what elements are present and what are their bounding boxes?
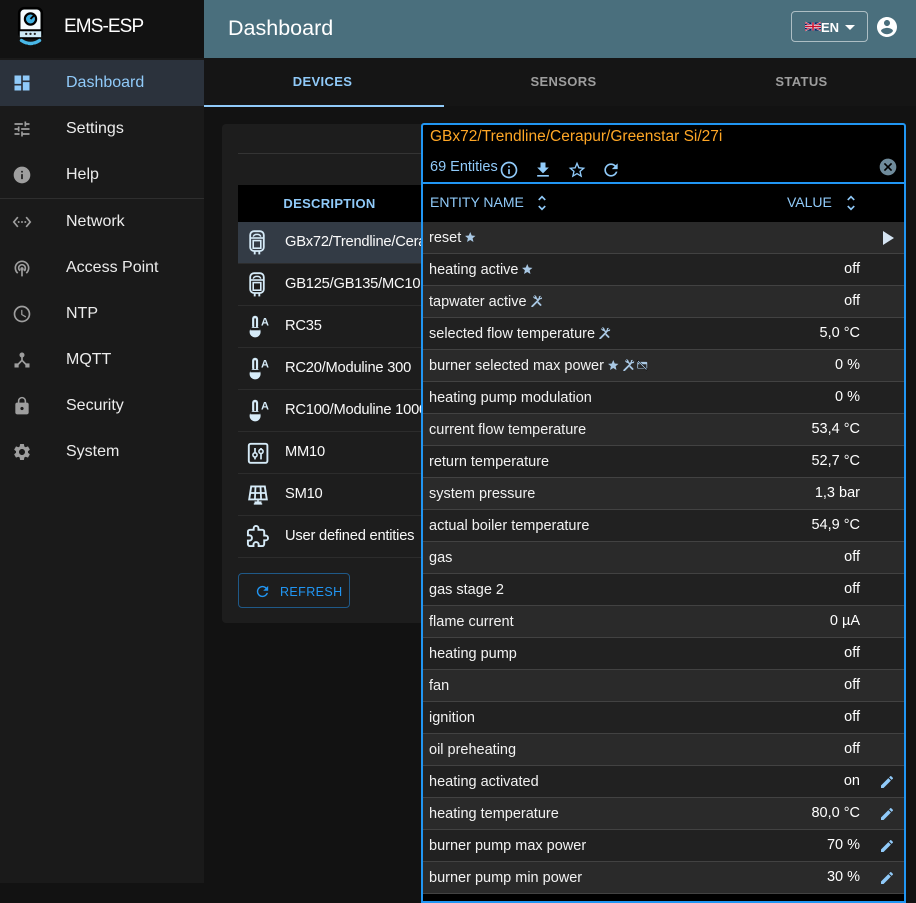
svg-text:A: A — [261, 400, 269, 412]
svg-text:A: A — [261, 316, 269, 328]
svg-text:A: A — [261, 358, 269, 370]
